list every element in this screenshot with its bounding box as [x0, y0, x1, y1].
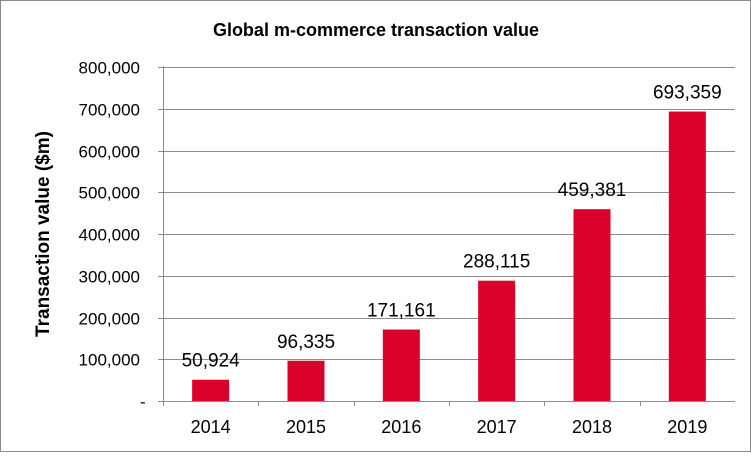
data-labels: 50,924 96,335 171,161 288,115 459,381 693,359: [182, 83, 722, 372]
y-tick-label: -: [140, 393, 146, 412]
bar-2019: [668, 111, 706, 402]
y-tick-label: 300,000: [79, 268, 140, 287]
gridlines: [158, 67, 735, 406]
y-tick-label: 800,000: [79, 59, 140, 78]
bar-2014: [192, 379, 230, 401]
bar-2017: [478, 280, 516, 401]
y-tick-label: 100,000: [79, 351, 140, 370]
bar-2015: [287, 360, 325, 401]
y-tick-label: 400,000: [79, 226, 140, 245]
x-tick-label: 2018: [572, 417, 612, 437]
y-tick-label: 500,000: [79, 184, 140, 203]
data-label: 171,161: [367, 301, 436, 322]
y-axis-label: Transaction value ($m): [33, 131, 54, 337]
data-label: 459,381: [558, 180, 627, 201]
y-tick-label: 600,000: [79, 143, 140, 162]
bars: [192, 111, 706, 402]
x-tick-labels: 2014 2015 2016 2017 2018 2019: [191, 417, 708, 437]
data-label: 50,924: [182, 351, 241, 372]
x-tick-label: 2017: [477, 417, 517, 437]
y-tick-label: 200,000: [79, 310, 140, 329]
data-label: 288,115: [463, 252, 530, 273]
y-tick-label: 700,000: [79, 101, 140, 120]
axes: [158, 66, 735, 406]
y-tick-labels: - 100,000 200,000 300,000 400,000 500,000 600,…: [79, 59, 146, 412]
data-label: 96,335: [277, 332, 335, 353]
x-tick-label: 2014: [191, 417, 231, 437]
chart-title: Global m-commerce transaction value: [213, 20, 539, 40]
bar-2018: [573, 209, 611, 401]
x-tick-label: 2016: [381, 417, 421, 437]
bar-2016: [382, 329, 420, 401]
x-tick-label: 2019: [667, 417, 707, 437]
x-tick-label: 2015: [286, 417, 326, 437]
data-label: 693,359: [653, 83, 722, 104]
